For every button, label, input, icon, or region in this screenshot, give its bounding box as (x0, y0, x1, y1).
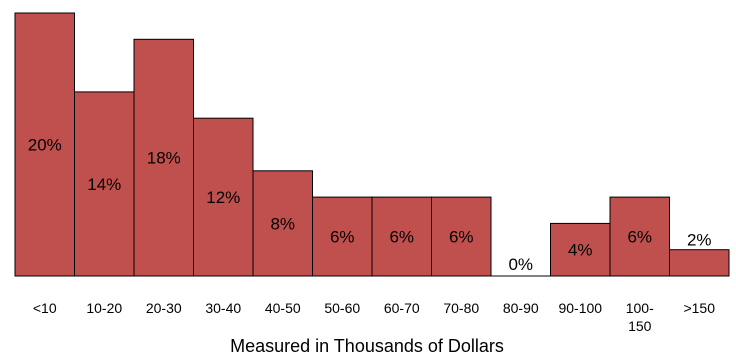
data-label-0: 20% (28, 136, 62, 155)
bar-3 (193, 117, 254, 277)
data-label-4: 8% (270, 214, 295, 233)
x-tick-label-4: 40-50 (265, 300, 301, 316)
x-tick-label-7: 70-80 (443, 300, 479, 316)
data-label-7: 6% (449, 228, 474, 247)
bar-10 (609, 196, 670, 277)
data-label-8: 0% (508, 255, 533, 274)
x-tick-label-8: 80-90 (503, 300, 539, 316)
bar-7 (431, 196, 492, 277)
data-label-6: 6% (389, 228, 414, 247)
x-tick-label-5: 50-60 (324, 300, 360, 316)
x-tick-label-11: >150 (683, 300, 715, 316)
bar-4 (252, 170, 313, 277)
x-tick-label-0: <10 (33, 300, 57, 316)
bar-11 (669, 249, 730, 277)
bar-5 (312, 196, 373, 277)
x-tick-label-6: 60-70 (384, 300, 420, 316)
data-label-5: 6% (330, 228, 355, 247)
data-label-10: 6% (627, 228, 652, 247)
x-tick-labels-group: <10 10-20 20-30 30-40 40-50 50-60 60-70 70-80 80… (33, 300, 715, 334)
x-tick-label-3: 30-40 (205, 300, 241, 316)
bar-0 (14, 12, 75, 277)
x-tick-label-2: 20-30 (146, 300, 182, 316)
x-tick-label-1: 10-20 (86, 300, 122, 316)
bars-group (14, 12, 730, 277)
data-label-11: 2% (687, 231, 712, 250)
data-labels-group: 20% 14% 18% 12% 8% 6% 6% 6% 0% 4% 6% 2% (28, 136, 712, 275)
bar-2 (133, 38, 194, 277)
data-label-3: 12% (206, 188, 240, 207)
x-tick-label-9: 90-100 (558, 300, 602, 316)
x-axis-label: Measured in Thousands of Dollars (230, 336, 504, 354)
data-label-9: 4% (568, 241, 593, 260)
x-tick-label-10: 100-150 (626, 300, 654, 334)
bar-1 (74, 91, 135, 277)
data-label-2: 18% (147, 149, 181, 168)
data-label-1: 14% (87, 175, 121, 194)
